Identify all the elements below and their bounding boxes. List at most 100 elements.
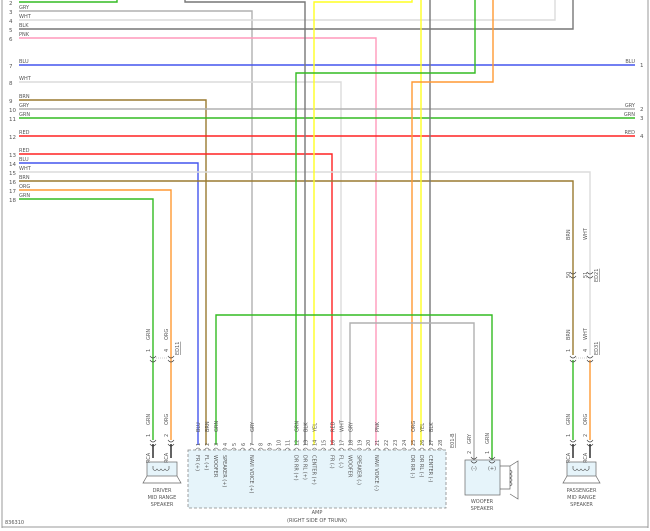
connector-terminal-icon	[569, 355, 577, 363]
amp-pin-number: 15	[321, 440, 327, 446]
connector-terminal-icon	[586, 355, 594, 363]
wire-9-brn	[19, 99, 207, 445]
amp-pin-number: 6	[241, 443, 247, 446]
woofer-pin-polarity: (+)	[488, 466, 496, 472]
amp-location: (RIGHT SIDE OF TRUNK)	[287, 518, 347, 524]
woofer-speaker-icon	[464, 459, 501, 496]
speaker-name: SPEAKER	[570, 502, 593, 508]
left-pin-number: 6	[9, 37, 13, 43]
left-wire-color-label: ORG	[19, 184, 30, 190]
woofer-name: SPEAKER	[471, 506, 494, 512]
amp-pin-function: SPEAKER (-)	[355, 455, 361, 485]
left-pin-number: 5	[9, 28, 13, 34]
wire-5-blk	[19, 0, 574, 30]
amp-pin-wire-color: YEL	[420, 423, 426, 433]
pin-terminal-icon	[347, 447, 354, 451]
inline-wire-color: GRN	[146, 329, 152, 340]
amp-connector-id: E01-B	[450, 433, 456, 448]
pin-terminal-icon	[284, 447, 291, 451]
amp-pin-number: 2	[205, 443, 211, 446]
amp-pin-function: DR RL (-)	[418, 455, 424, 478]
amp-pin-number: 28	[438, 440, 444, 446]
left-pin-number: 18	[9, 198, 16, 204]
pin-terminal-icon	[401, 447, 407, 451]
speaker-icon	[146, 461, 178, 477]
left-wire-color-label: BLK	[19, 23, 29, 29]
left-wire-color-label: WHT	[19, 166, 32, 172]
left-wire-color-label: RED	[19, 130, 30, 136]
speaker-pin-number: 1	[146, 434, 152, 437]
woofer-pin-number: 2	[467, 451, 473, 454]
amp-pin-number: 16	[330, 440, 336, 446]
amp-pin-wire-color: GRN	[295, 421, 301, 432]
right-pin-number: 1	[640, 63, 644, 69]
left-pin-number: 11	[9, 117, 16, 123]
right-wire-color-label: GRY	[625, 103, 636, 109]
connector-terminal-icon	[569, 271, 577, 279]
woofer-wire-color: GRN	[485, 433, 491, 444]
amp-pin-number: 4	[223, 443, 229, 446]
speaker-name: SPEAKER	[151, 502, 174, 508]
inline-connector-id: ED31	[594, 342, 600, 355]
wire-4-wht	[19, 0, 556, 21]
amp-pin-function: FL (-)	[337, 455, 343, 468]
woofer-pin-polarity: (-)	[471, 466, 477, 472]
wire-top-yel-a	[313, 0, 413, 445]
pin-terminal-icon	[320, 447, 327, 451]
amp-pin-wire-color: GRY	[348, 421, 354, 432]
upper-pin-number: 51	[583, 272, 589, 278]
amp-pin-number: 23	[393, 440, 399, 446]
speaker-pin-number: 1	[566, 434, 572, 437]
left-wire-color-label: PNK	[19, 32, 30, 38]
pin-terminal-icon	[195, 447, 201, 451]
amp-pin-function: WOOFER	[212, 455, 218, 478]
speaker-wire-color: GRN	[146, 414, 152, 425]
amp-pin-wire-color: BLU	[196, 422, 202, 432]
wire-3-gry	[19, 10, 253, 445]
wire-8-wht	[19, 81, 342, 445]
amp-pin-wire-color: BRN	[205, 421, 211, 432]
amp-pin-number: 5	[232, 443, 238, 446]
pin-terminal-icon	[302, 447, 309, 451]
pin-terminal-icon	[249, 447, 255, 451]
pin-terminal-icon	[257, 447, 264, 451]
left-wire-color-label: WHT	[19, 14, 32, 20]
inline-connector-id: ED11	[175, 342, 181, 355]
amp-pin-function: FR (+)	[194, 455, 200, 471]
left-wire-color-label: GRY	[19, 5, 30, 11]
inline-wire-color: ORG	[164, 329, 170, 340]
pin-terminal-icon	[222, 447, 228, 451]
speaker-pin-number: 2	[164, 434, 170, 437]
amp-pin-wire-color: ORG	[411, 421, 417, 432]
left-pin-number: 17	[9, 189, 16, 195]
pin-terminal-icon	[231, 447, 237, 451]
amp-pin-number: 22	[384, 440, 390, 446]
amp-pin-number: 1	[196, 443, 202, 446]
amp-pin-function: DR RR (+)	[293, 455, 299, 481]
speaker-name: PASSENGER	[567, 488, 597, 494]
wires	[19, 0, 635, 460]
speaker-wire-color: GRN	[566, 414, 572, 425]
pin-terminal-icon	[266, 447, 273, 451]
pin-terminal-icon	[374, 447, 380, 451]
amp-pin-number: 18	[348, 440, 354, 446]
amp-pin-number: 14	[312, 440, 318, 446]
right-wire-color-label: BLU	[625, 59, 635, 65]
inline-wire-color: WHT	[583, 327, 589, 340]
wire-6-pnk	[19, 37, 377, 445]
amp-pin-number: 19	[357, 440, 363, 446]
amp-pin-wire-color: GRY	[250, 421, 256, 432]
left-wire-color-label: BRN	[19, 175, 30, 181]
left-wire-color-label: GRN	[19, 193, 30, 199]
pin-terminal-icon	[392, 447, 398, 451]
amp-pin-function: CENTER (+)	[310, 455, 316, 485]
pin-terminal-icon	[213, 447, 219, 451]
left-pin-number: 12	[9, 135, 16, 141]
wire-16-brn	[19, 180, 574, 355]
left-pin-number: 7	[9, 64, 13, 70]
wire-2-grn	[19, 0, 118, 3]
speaker-icon	[566, 461, 597, 477]
wire-woofer-gry	[349, 322, 475, 460]
woofer-cone-icon	[500, 460, 519, 500]
amp-pin-function: DR RL (+)	[302, 455, 308, 480]
